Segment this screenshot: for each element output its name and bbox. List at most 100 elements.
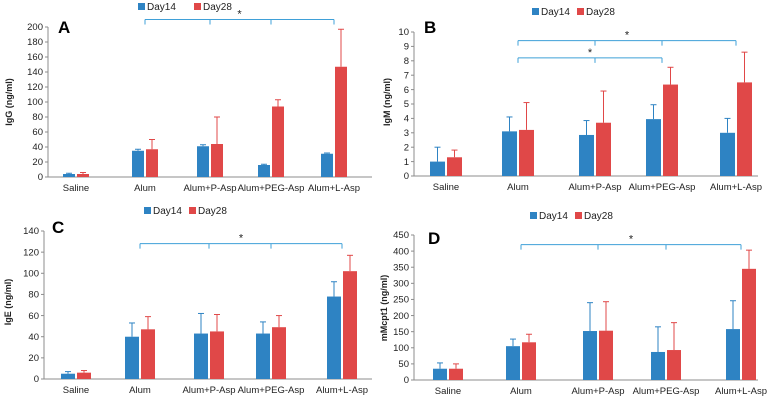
y-axis-label: mMcpt1 (ng/ml) (379, 275, 389, 342)
bar-day14-alum (132, 150, 144, 177)
x-tick-label: Alum+PEG-Asp (238, 183, 305, 194)
legend-label-day14: Day14 (539, 211, 568, 222)
y-tick-label: 450 (393, 230, 409, 241)
bar-day14-alum (506, 346, 520, 380)
y-tick-label: 140 (27, 67, 43, 78)
y-axis-label: IgM (ng/ml) (382, 78, 392, 126)
x-tick-label: Alum+PEG-Asp (633, 386, 700, 397)
legend: Day14 Day28 (138, 2, 232, 13)
y-tick-label: 9 (404, 42, 409, 53)
x-tick-label: Saline (433, 182, 459, 193)
x-tick-label: Alum+PEG-Asp (629, 182, 696, 193)
x-tick-label: Saline (435, 386, 461, 397)
x-tick-label: Alum (507, 182, 529, 193)
y-tick-label: 80 (32, 112, 43, 123)
significance-star: * (625, 30, 630, 42)
bar-day14-alum-l-asp (321, 153, 333, 177)
x-tick-label: Alum+PEG-Asp (238, 385, 305, 396)
bar-day14-saline (430, 161, 445, 176)
y-tick-label: 140 (23, 226, 39, 237)
bar-day14-alum-peg-asp (258, 165, 270, 177)
y-tick-label: 7 (404, 70, 409, 81)
y-tick-label: 100 (27, 97, 43, 108)
bar-day28-alum (522, 342, 536, 380)
y-tick-label: 160 (27, 52, 43, 63)
bar-day14-alum (502, 131, 517, 176)
significance-star: * (237, 9, 242, 21)
y-axis-label: IgG (ng/ml) (4, 78, 14, 126)
bar-day14-alum-peg-asp (651, 351, 665, 380)
y-tick-label: 120 (23, 247, 39, 258)
x-tick-label: Alum+L-Asp (710, 182, 762, 193)
legend: Day14 Day28 (144, 206, 227, 217)
x-tick-label: Saline (63, 385, 89, 396)
legend: Day14 Day28 (530, 211, 613, 222)
y-tick-label: 20 (32, 157, 43, 168)
y-tick-label: 6 (404, 85, 409, 96)
y-tick-label: 20 (28, 353, 39, 364)
y-tick-label: 2 (404, 142, 409, 153)
bar-day14-alum-l-asp (720, 132, 735, 176)
bar-day28-alum-l-asp (335, 66, 347, 177)
y-tick-label: 120 (27, 82, 43, 93)
bar-day28-alum-p-asp (211, 144, 223, 177)
y-tick-label: 200 (393, 311, 409, 322)
x-tick-label: Alum (134, 183, 156, 194)
legend-swatch-day28 (577, 8, 584, 15)
y-tick-label: 300 (393, 279, 409, 290)
panel-d: D mMcpt1 (ng/ml) Day14 Day28 0 50 100 150 20… (379, 211, 767, 397)
bar-day28-alum-p-asp (599, 330, 613, 380)
x-tick-label: Alum (129, 385, 151, 396)
significance-star: * (629, 234, 634, 246)
bar-day28-alum-peg-asp (667, 350, 681, 380)
y-tick-label: 250 (393, 295, 409, 306)
bar-day14-saline (433, 368, 447, 380)
bar-day14-saline (61, 373, 75, 379)
x-tick-label: Alum+L-Asp (308, 183, 360, 194)
panel-letter: C (52, 218, 64, 237)
legend-swatch-day14 (138, 3, 145, 10)
y-tick-label: 400 (393, 246, 409, 257)
y-tick-label: 150 (393, 327, 409, 338)
y-tick-label: 60 (32, 127, 43, 138)
bar-day14-alum-p-asp (197, 146, 209, 177)
bar-day28-alum-l-asp (742, 268, 756, 380)
y-tick-label: 4 (404, 114, 409, 125)
bar-day28-saline (449, 368, 463, 380)
legend-label-day14: Day14 (541, 7, 570, 18)
legend-label-day14: Day14 (147, 2, 176, 13)
panel-b: B IgM (ng/ml) Day14 Day28 0 1 2 3 4 5 6 7 8 9 10 Sa… (382, 7, 762, 193)
x-tick-label: Alum+P-Asp (182, 385, 235, 396)
legend-swatch-day28 (194, 3, 201, 10)
legend-swatch-day14 (532, 8, 539, 15)
y-tick-label: 100 (23, 268, 39, 279)
legend: Day14 Day28 (532, 7, 615, 18)
bar-day14-alum-peg-asp (256, 333, 270, 379)
bar-day14-alum (125, 336, 139, 379)
bar-day28-alum (146, 149, 158, 177)
x-tick-label: Alum+L-Asp (715, 386, 767, 397)
panel-c: C IgE (ng/ml) Day14 Day28 0 20 40 60 80 100 12… (3, 206, 372, 396)
y-tick-label: 80 (28, 290, 39, 301)
x-tick-label: Alum+P-Asp (183, 183, 236, 194)
bar-day28-alum-peg-asp (272, 327, 286, 379)
significance-star: * (588, 47, 593, 59)
legend-label-day28: Day28 (198, 206, 227, 217)
y-tick-label: 60 (28, 311, 39, 322)
bar-day14-alum-p-asp (583, 331, 597, 380)
legend-label-day28: Day28 (203, 2, 232, 13)
bar-day14-alum-l-asp (726, 329, 740, 380)
legend-swatch-day14 (530, 212, 537, 219)
bar-day28-saline (77, 372, 91, 379)
legend-swatch-day14 (144, 207, 151, 214)
bar-day28-alum-p-asp (210, 331, 224, 379)
y-tick-label: 0 (34, 374, 39, 385)
x-tick-label: Alum+L-Asp (316, 385, 368, 396)
panel-letter: D (428, 229, 440, 248)
legend-swatch-day28 (575, 212, 582, 219)
legend-label-day14: Day14 (153, 206, 182, 217)
y-tick-label: 0 (404, 171, 409, 182)
panel-letter: B (424, 18, 436, 37)
legend-label-day28: Day28 (586, 7, 615, 18)
